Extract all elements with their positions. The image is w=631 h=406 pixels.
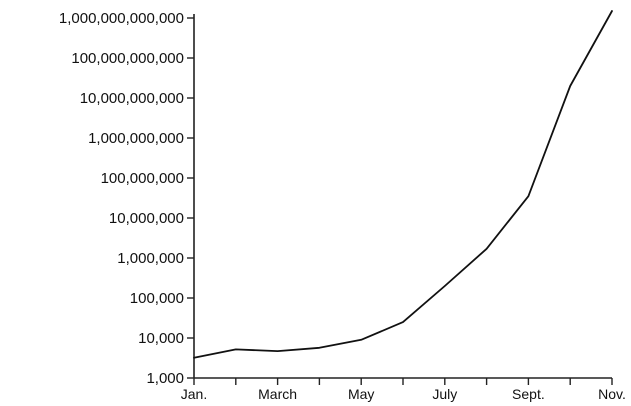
x-tick-label: March <box>258 386 297 402</box>
x-tick-label: July <box>432 386 457 402</box>
y-tick-label: 100,000,000 <box>101 170 184 187</box>
y-tick-label: 10,000,000,000 <box>80 90 184 107</box>
series-group <box>193 10 613 359</box>
y-tick-label: 10,000,000 <box>109 210 184 227</box>
y-tick-label: 1,000,000 <box>117 250 184 267</box>
x-axis: Jan. March May July Sept. Nov. <box>181 377 626 402</box>
series-line <box>193 10 613 359</box>
y-axis: 1,000 10,000 100,000 1,000,000 10,000,000 100… <box>59 10 195 387</box>
y-tick-label: 1,000,000,000 <box>88 130 184 147</box>
y-tick-label: 100,000,000,000 <box>71 50 184 67</box>
x-tick-label: Sept. <box>512 386 545 402</box>
y-tick-label: 100,000 <box>130 290 184 307</box>
x-tick-label: May <box>348 386 374 402</box>
y-tick-label: 1,000 <box>146 370 184 387</box>
x-tick-label: Jan. <box>181 386 207 402</box>
x-tick-label: Nov. <box>598 386 626 402</box>
y-tick-label: 1,000,000,000,000 <box>59 10 184 27</box>
y-tick-label: 10,000 <box>138 330 184 347</box>
